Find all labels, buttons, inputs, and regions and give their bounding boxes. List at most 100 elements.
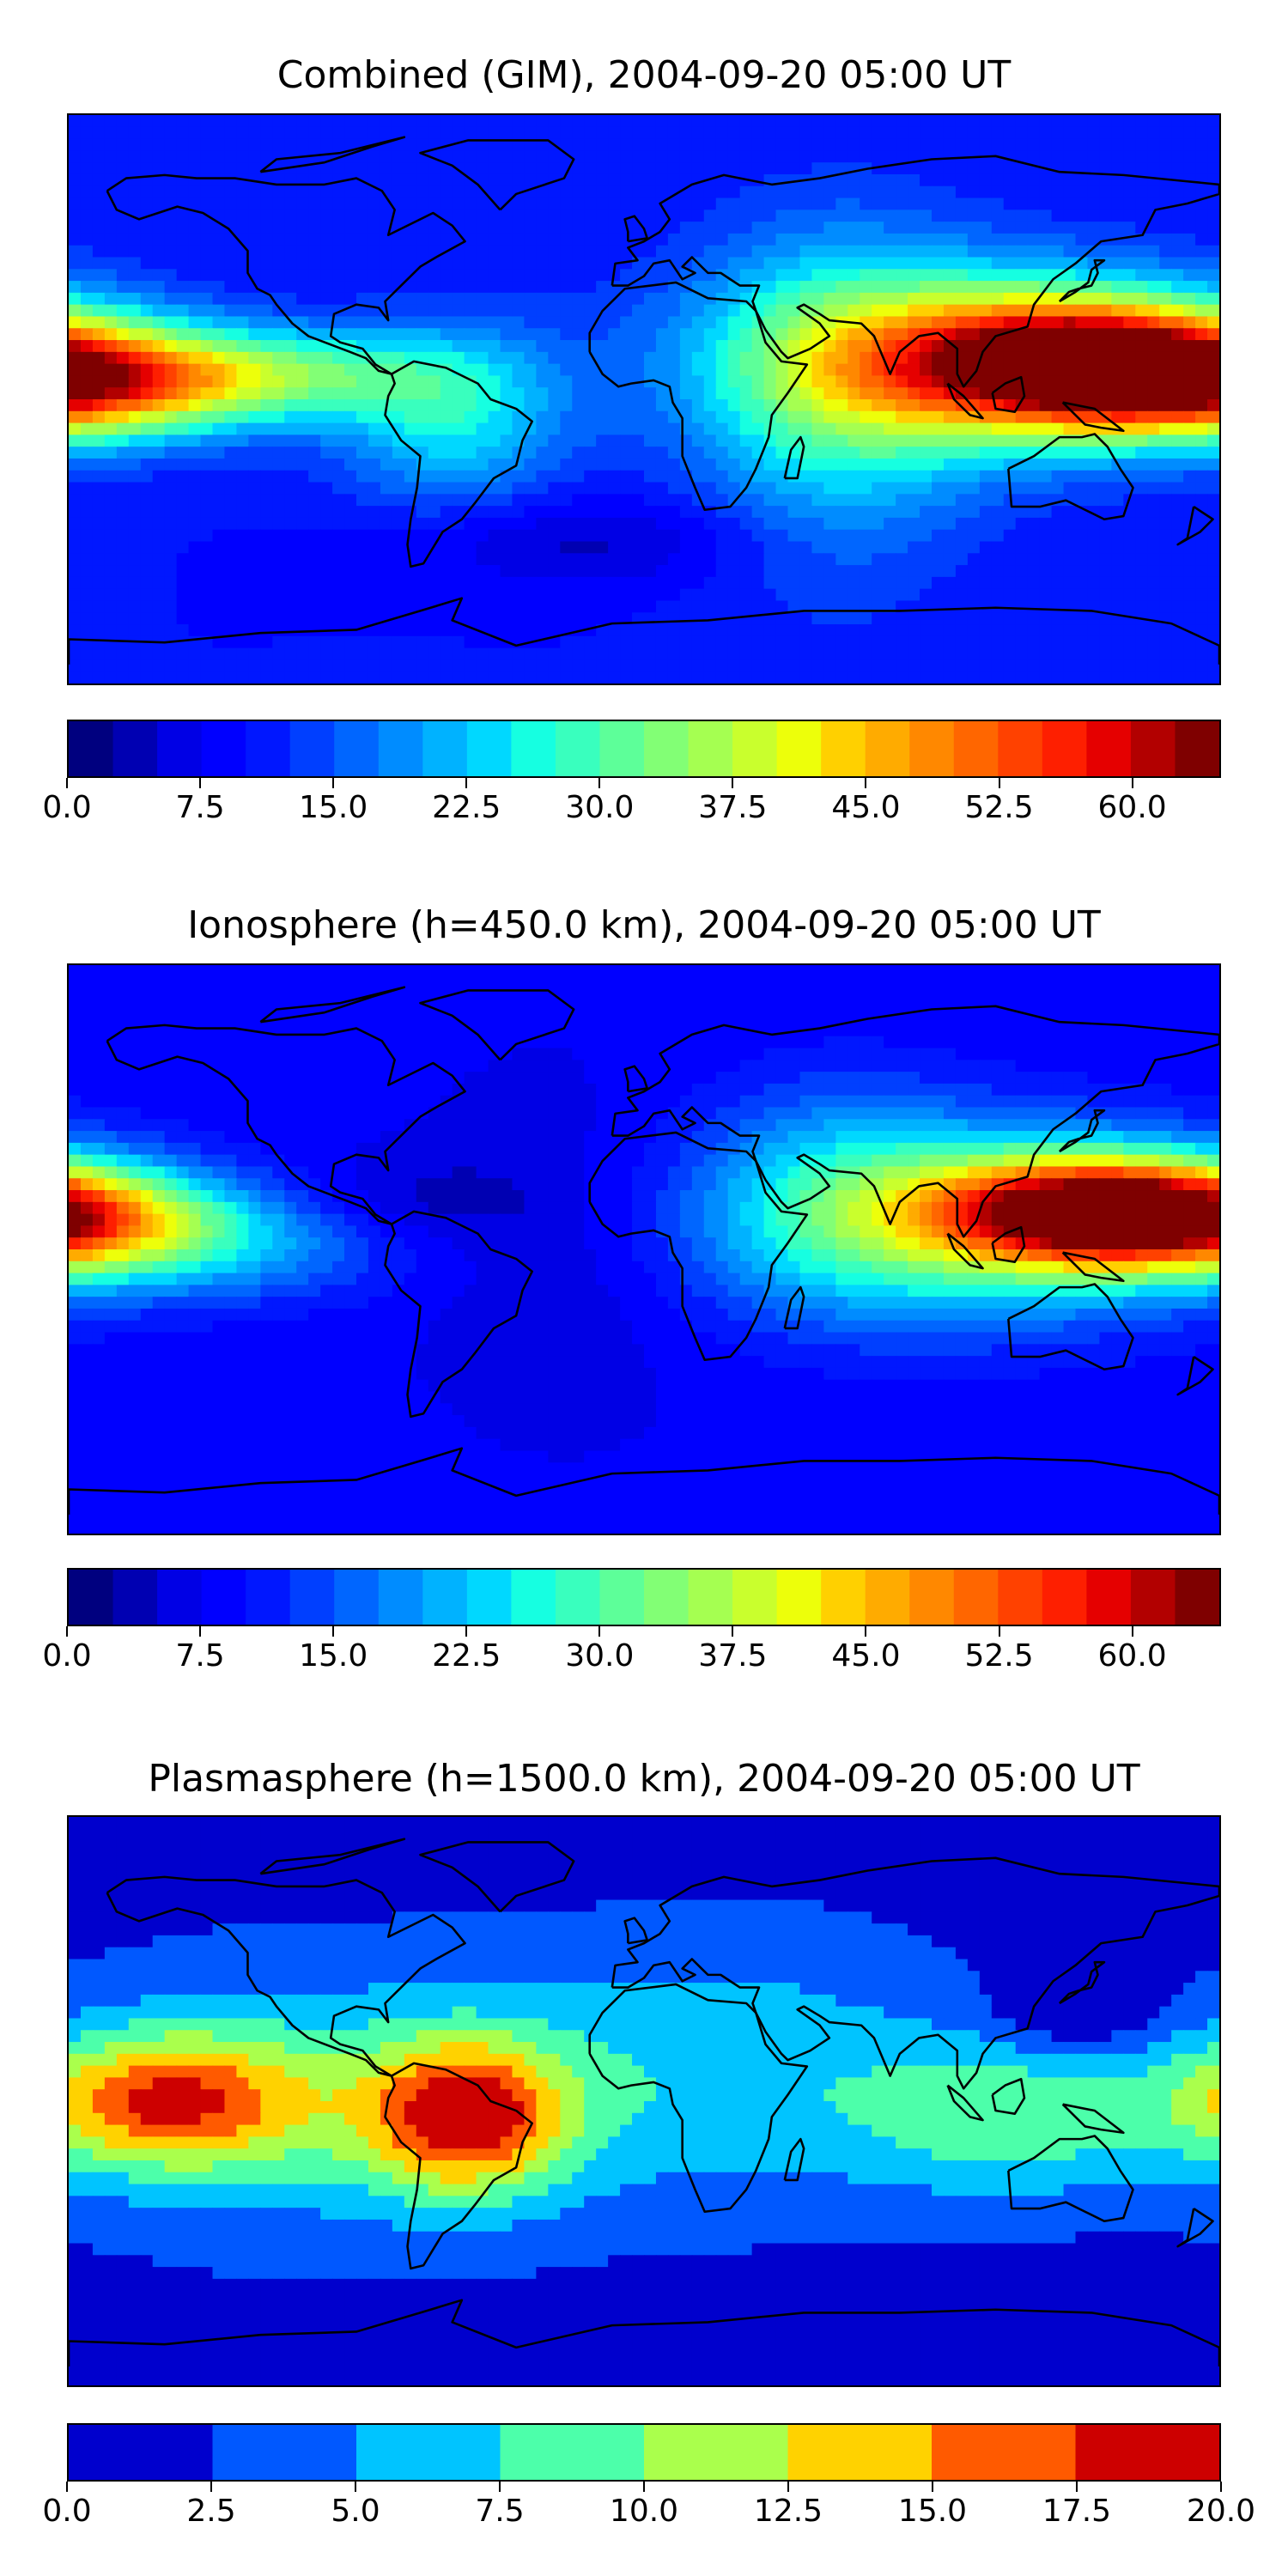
heat-cell (908, 976, 920, 990)
heat-cell (1195, 470, 1208, 483)
heat-cell (703, 233, 717, 246)
heat-cell (272, 387, 285, 400)
heat-cell (152, 647, 166, 661)
heat-cell (1147, 316, 1160, 329)
heat-cell (860, 387, 872, 400)
heat-cell (727, 988, 741, 1001)
heat-cell (536, 553, 549, 566)
heat-cell (176, 588, 190, 602)
heat-cell (500, 965, 513, 978)
heat-cell (69, 351, 82, 365)
heat-cell (272, 257, 285, 270)
heat-cell (596, 233, 609, 246)
heat-cell (620, 494, 633, 507)
heat-cell (1147, 988, 1160, 1001)
heat-cell (1207, 553, 1219, 566)
heat-cell (1123, 162, 1136, 175)
heat-cell (787, 434, 801, 447)
heat-cell (823, 162, 836, 175)
heat-cell (69, 671, 82, 683)
heat-cell (440, 671, 453, 683)
heat-cell (548, 233, 561, 246)
heat-cell (92, 1000, 106, 1013)
heat-cell (920, 292, 933, 306)
heat-cell (476, 269, 489, 282)
heat-cell (488, 292, 501, 306)
heat-cell (823, 281, 836, 294)
heat-cell (1147, 340, 1160, 353)
heat-cell (1207, 233, 1219, 246)
heat-cell (955, 292, 969, 306)
heat-cell (620, 671, 633, 683)
heat-cell (1003, 988, 1017, 1001)
heat-cell (464, 541, 477, 554)
heat-cell (1003, 269, 1017, 282)
heat-cell (620, 576, 633, 590)
heat-cell (1183, 588, 1196, 602)
heat-cell (416, 494, 429, 507)
heat-cell (1207, 328, 1219, 341)
heat-cell (596, 434, 609, 447)
heat-cell (608, 965, 621, 978)
heat-cell (763, 363, 777, 377)
heat-cell (632, 304, 645, 318)
heat-cell (1051, 316, 1065, 329)
heat-cell (896, 375, 908, 388)
heat-cell (679, 482, 693, 495)
heat-cell (823, 269, 836, 282)
heat-cell (1027, 233, 1041, 246)
heat-cell (1015, 138, 1029, 151)
heat-cell (332, 965, 345, 978)
heat-cell (848, 965, 860, 978)
heat-cell (620, 434, 633, 447)
heat-cell (596, 173, 609, 187)
heat-cell (1087, 624, 1101, 637)
heat-cell (368, 965, 381, 978)
heat-cell (92, 245, 106, 258)
heat-cell (356, 671, 369, 683)
heat-cell (860, 269, 872, 282)
heat-cell (775, 197, 789, 210)
heat-cell (236, 375, 249, 388)
heat-cell (739, 269, 753, 282)
heat-cell (104, 482, 118, 495)
heat-cell (404, 257, 417, 270)
heat-cell (1123, 126, 1136, 140)
heat-cell (1171, 269, 1184, 282)
heat-cell (80, 185, 94, 199)
heat-cell (596, 470, 609, 483)
heat-cell (920, 257, 933, 270)
heat-cell (428, 635, 441, 649)
heat-cell (212, 126, 226, 140)
heat-cell (896, 162, 908, 175)
heat-cell (320, 447, 333, 459)
heat-cell (655, 363, 669, 377)
heat-cell (715, 316, 729, 329)
heat-cell (920, 434, 933, 447)
heat-cell (835, 529, 848, 543)
heat-cell (596, 671, 609, 683)
heat-cell (799, 351, 813, 365)
heat-cell (284, 541, 297, 554)
heat-cell (1099, 565, 1112, 578)
heat-cell (476, 647, 489, 661)
heat-cell (176, 185, 190, 199)
heat-cell (236, 576, 249, 590)
heat-cell (835, 482, 848, 495)
heat-cell (236, 600, 249, 613)
heat-cell (368, 470, 381, 483)
heat-cell (848, 257, 860, 270)
heat-cell (1171, 375, 1184, 388)
heat-cell (80, 399, 94, 412)
heat-cell (872, 588, 884, 602)
heat-cell (356, 600, 369, 613)
heat-cell (488, 257, 501, 270)
heat-cell (1123, 197, 1136, 210)
heat-cell (404, 162, 417, 175)
heat-cell (1051, 399, 1065, 412)
heat-cell (200, 387, 214, 400)
heat-cell (715, 375, 729, 388)
heat-cell (428, 245, 441, 258)
heat-cell (943, 292, 957, 306)
heat-cell (811, 292, 824, 306)
